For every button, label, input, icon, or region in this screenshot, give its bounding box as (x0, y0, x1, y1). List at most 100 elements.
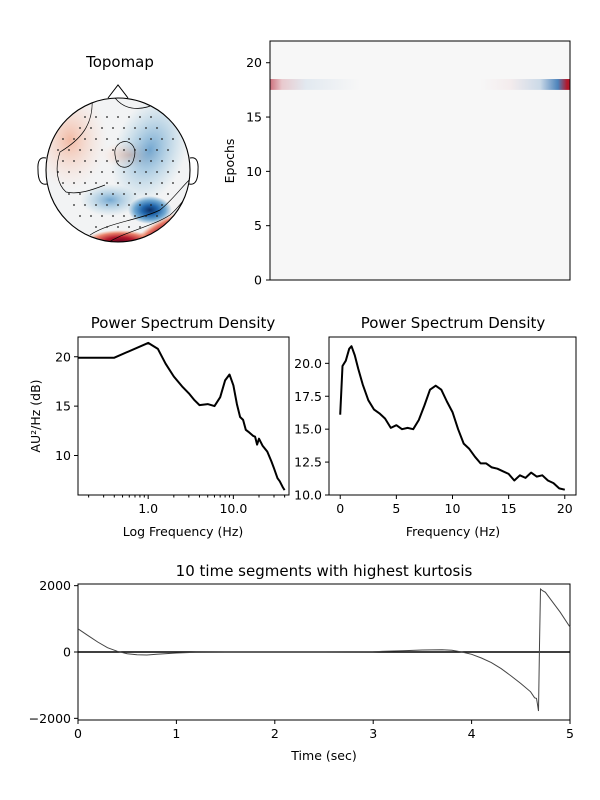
sensor-dot (123, 149, 125, 151)
psd-linear-y-tick-label: 12.5 (294, 455, 322, 470)
sensor-dot (134, 149, 136, 151)
sensor-dot (156, 171, 158, 173)
time-segments-x-tick-label: 1 (172, 726, 180, 741)
sensor-dot (150, 204, 152, 206)
sensor-dot (95, 226, 97, 228)
sensor-dot (79, 149, 81, 151)
sensor-dot (84, 138, 86, 140)
time-segments-y-tick-label: 0 (63, 645, 71, 660)
epochs-image-panel: Epochs 0 5 10 15 20 (222, 40, 571, 288)
sensor-dot (62, 138, 64, 140)
sensor-dot (178, 171, 180, 173)
sensor-dot (95, 182, 97, 184)
sensor-dot (139, 226, 141, 228)
sensor-dot (95, 138, 97, 140)
psd-log-panel: Power Spectrum Density 1.0 10.0 10 15 20 Log… (28, 314, 290, 539)
sensor-dot (117, 160, 119, 162)
sensor-dot (62, 182, 64, 184)
psd-linear-series-line (339, 345, 566, 491)
sensor-dot (112, 215, 114, 217)
epoch-row (270, 79, 570, 90)
psd-linear-x-tick-label: 10 (445, 501, 461, 516)
sensor-dot (106, 160, 108, 162)
sensor-dot (79, 127, 81, 129)
time-segments-x-tick-label: 2 (271, 726, 279, 741)
sensor-dot (128, 182, 130, 184)
sensor-dot (101, 171, 103, 173)
sensor-dot (167, 193, 169, 195)
sensor-dot (101, 193, 103, 195)
sensor-dot (117, 226, 119, 228)
psd-log-x-label: Log Frequency (Hz) (123, 524, 244, 539)
psd-linear-x-tick-label: 20 (557, 501, 573, 516)
sensor-dot (139, 160, 141, 162)
sensor-dot (134, 127, 136, 129)
psd-linear-title: Power Spectrum Density (361, 314, 546, 332)
sensor-dot (123, 171, 125, 173)
sensor-dot (117, 138, 119, 140)
psd-log-title: Power Spectrum Density (91, 314, 276, 332)
sensor-dot (139, 138, 141, 140)
sensor-dot (101, 215, 103, 217)
sensor-dot (172, 160, 174, 162)
psd-log-x-tick-label: 1.0 (138, 501, 158, 516)
sensor-dot (84, 116, 86, 118)
sensor-dot (145, 149, 147, 151)
sensor-dot (112, 193, 114, 195)
sensor-dot (145, 193, 147, 195)
topomap-left-ear (37, 157, 48, 185)
sensor-dot (90, 149, 92, 151)
sensor-dot (161, 182, 163, 184)
time-segments-x-tick-label: 4 (468, 726, 476, 741)
sensor-dot (90, 215, 92, 217)
psd-linear-x-tick-label: 0 (336, 501, 344, 516)
sensor-dot (134, 193, 136, 195)
sensor-dot (161, 138, 163, 140)
sensor-dot (134, 171, 136, 173)
topomap-head-outline (45, 97, 191, 243)
sensor-dot (117, 116, 119, 118)
sensor-dot (106, 138, 108, 140)
sensor-dot (57, 171, 59, 173)
psd-linear-y-tick-label: 20.0 (294, 356, 322, 371)
sensor-dot (95, 204, 97, 206)
epochs-image-frame (269, 40, 571, 281)
topomap-title: Topomap (85, 53, 154, 71)
sensor-dot (90, 171, 92, 173)
psd-linear-y-tick-label: 10.0 (294, 488, 322, 503)
sensor-dot (167, 171, 169, 173)
sensor-dot (128, 160, 130, 162)
sensor-dot (106, 182, 108, 184)
sensor-dot (95, 116, 97, 118)
sensor-dot (123, 193, 125, 195)
time-segments-panel: 10 time segments with highest kurtosis 0… (29, 562, 574, 763)
sensor-dot (156, 149, 158, 151)
sensor-dot (106, 116, 108, 118)
sensor-dot (128, 204, 130, 206)
sensor-dot (79, 171, 81, 173)
sensor-dot (128, 138, 130, 140)
sensor-dot (150, 182, 152, 184)
sensor-dot (145, 171, 147, 173)
psd-log-y-tick-label: 20 (55, 349, 71, 364)
sensor-dot (95, 160, 97, 162)
epochs-y-tick-label: 15 (246, 110, 262, 125)
psd-linear-x-tick-label: 5 (392, 501, 400, 516)
topomap-right-ear (188, 157, 199, 185)
sensor-dot (139, 116, 141, 118)
sensor-dot (156, 127, 158, 129)
sensor-dot (134, 215, 136, 217)
sensor-dot (101, 149, 103, 151)
psd-log-y-label: AU²/Hz (dB) (28, 379, 43, 452)
time-segments-title: 10 time segments with highest kurtosis (176, 562, 473, 580)
sensor-dot (112, 171, 114, 173)
sensor-dot (139, 182, 141, 184)
sensor-dot (68, 193, 70, 195)
topomap (37, 84, 199, 243)
sensor-dot (106, 204, 108, 206)
sensor-dot (101, 127, 103, 129)
sensor-dot (117, 182, 119, 184)
time-segments-x-tick-label: 0 (74, 726, 82, 741)
psd-log-frame (77, 336, 290, 496)
